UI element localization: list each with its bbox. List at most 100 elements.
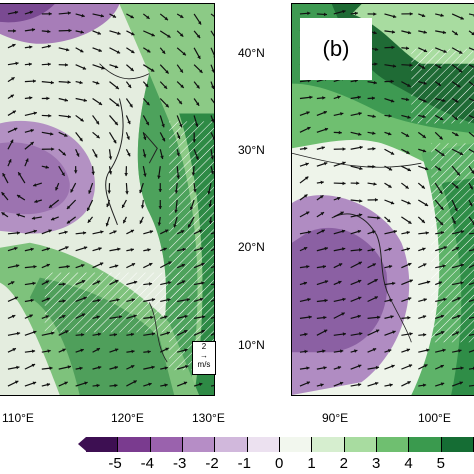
wind-vector-head — [47, 62, 51, 67]
wind-vector-head — [46, 247, 50, 251]
wind-vector-head — [148, 282, 153, 286]
wind-vector-head — [337, 95, 341, 99]
wind-vector-head — [62, 348, 66, 352]
wind-vector-head — [440, 13, 444, 17]
wind-vector-head — [210, 156, 214, 160]
wind-vector-head — [375, 365, 380, 370]
wind-vector-head — [67, 80, 71, 85]
wind-vector-head — [207, 190, 211, 195]
wind-vector-head — [371, 96, 375, 101]
wind-vector-head — [392, 330, 396, 334]
lon-label-110e: 110°E — [2, 411, 34, 425]
wind-vector-head — [184, 348, 188, 352]
wind-vector-head — [8, 159, 12, 163]
wind-vector-head — [454, 207, 458, 212]
wind-vector — [210, 283, 214, 286]
wind-vector-head — [87, 219, 92, 223]
wind-vector-head — [121, 204, 126, 208]
colorbar-segment — [86, 437, 119, 452]
wind-vector-head — [306, 366, 310, 370]
wind-vector-head — [144, 83, 149, 88]
wind-vector-head — [46, 263, 50, 268]
wind-vector-head — [407, 297, 412, 301]
wind-vector-head — [211, 69, 214, 73]
wind-vector-head — [133, 380, 137, 384]
lat-label-40n: 40°N — [238, 46, 265, 60]
wind-vector-head — [16, 331, 21, 336]
wind-vector-head — [97, 332, 102, 337]
wind-vector-head — [114, 348, 119, 352]
wind-vector-head — [87, 207, 91, 211]
wind-vector-head — [158, 206, 163, 210]
wind-vector-head — [29, 314, 33, 318]
wind-vector-head — [64, 330, 69, 334]
wind-vector-head — [342, 297, 346, 302]
wind-vector-head — [405, 185, 409, 189]
map-panel-a-field — [0, 4, 214, 395]
wind-vector-head — [455, 331, 460, 335]
wind-vector-head — [342, 147, 346, 151]
wind-vector-head — [194, 123, 199, 127]
wind-vector-head — [309, 95, 313, 100]
wind-vector-head — [101, 66, 105, 70]
wind-vector-head — [178, 100, 182, 105]
wind-vector — [468, 333, 474, 336]
wind-vector-head — [342, 181, 346, 186]
wind-vector — [468, 384, 474, 387]
wind-vector-head — [106, 203, 110, 208]
wind-vector-head — [130, 332, 135, 337]
wind-vector — [210, 299, 214, 303]
wind-vector-head — [47, 349, 51, 353]
wind-vector-head — [96, 383, 100, 388]
wind-vector-head — [157, 222, 162, 226]
wind-vector-head — [440, 364, 444, 369]
wind-vector-head — [167, 298, 171, 302]
wind-vector-head — [195, 102, 200, 106]
wind-vector-head — [358, 132, 362, 136]
reference-vector-value: 2 — [201, 342, 207, 351]
wind-vector-head — [10, 139, 14, 144]
colorbar — [86, 437, 474, 452]
wind-vector-head — [10, 281, 15, 285]
wind-vector-head — [51, 217, 55, 221]
wind-vector-head — [407, 201, 411, 205]
wind-vector-head — [423, 81, 427, 85]
wind-vector-head — [308, 315, 312, 319]
wind-vector-head — [338, 263, 343, 267]
wind-vector-head — [33, 183, 37, 187]
wind-vector-head — [129, 103, 133, 108]
wind-vector-head — [422, 114, 426, 119]
wind-vector-head — [423, 30, 427, 34]
wind-vector-head — [372, 114, 376, 119]
wind-vector-head — [457, 84, 461, 88]
wind-vector-head — [114, 264, 119, 268]
wind-vector-head — [356, 181, 360, 186]
wind-vector-head — [306, 111, 310, 115]
wind-vector-head — [151, 365, 155, 370]
wind-vector-head — [82, 66, 87, 70]
colorbar-segment — [441, 437, 474, 452]
wind-vector-head — [13, 29, 17, 33]
wind-vector-head — [81, 332, 85, 337]
colorbar-tick-label: -3 — [173, 455, 187, 472]
wind-vector-head — [176, 175, 181, 179]
colorbar-tick-label: 1 — [307, 455, 316, 472]
colorbar-tick-label: 3 — [372, 455, 381, 472]
wind-vector-head — [196, 34, 201, 39]
wind-vector-head — [150, 68, 155, 72]
wind-vector-head — [130, 67, 134, 71]
wind-vector-head — [373, 182, 377, 186]
wind-vector-head — [358, 213, 363, 217]
wind-vector-head — [181, 280, 186, 284]
wind-vector-head — [459, 381, 463, 385]
wind-vector-head — [371, 248, 375, 252]
wind-vector-head — [407, 115, 411, 119]
wind-vector-head — [183, 330, 188, 334]
wind-vector-head — [377, 315, 381, 320]
wind-vector-head — [146, 49, 151, 53]
wind-vector-head — [306, 264, 310, 269]
wind-vector-head — [440, 331, 445, 335]
wind-vector-head — [183, 381, 188, 385]
wind-vector-head — [406, 348, 410, 352]
wind-vector-head — [30, 247, 34, 252]
